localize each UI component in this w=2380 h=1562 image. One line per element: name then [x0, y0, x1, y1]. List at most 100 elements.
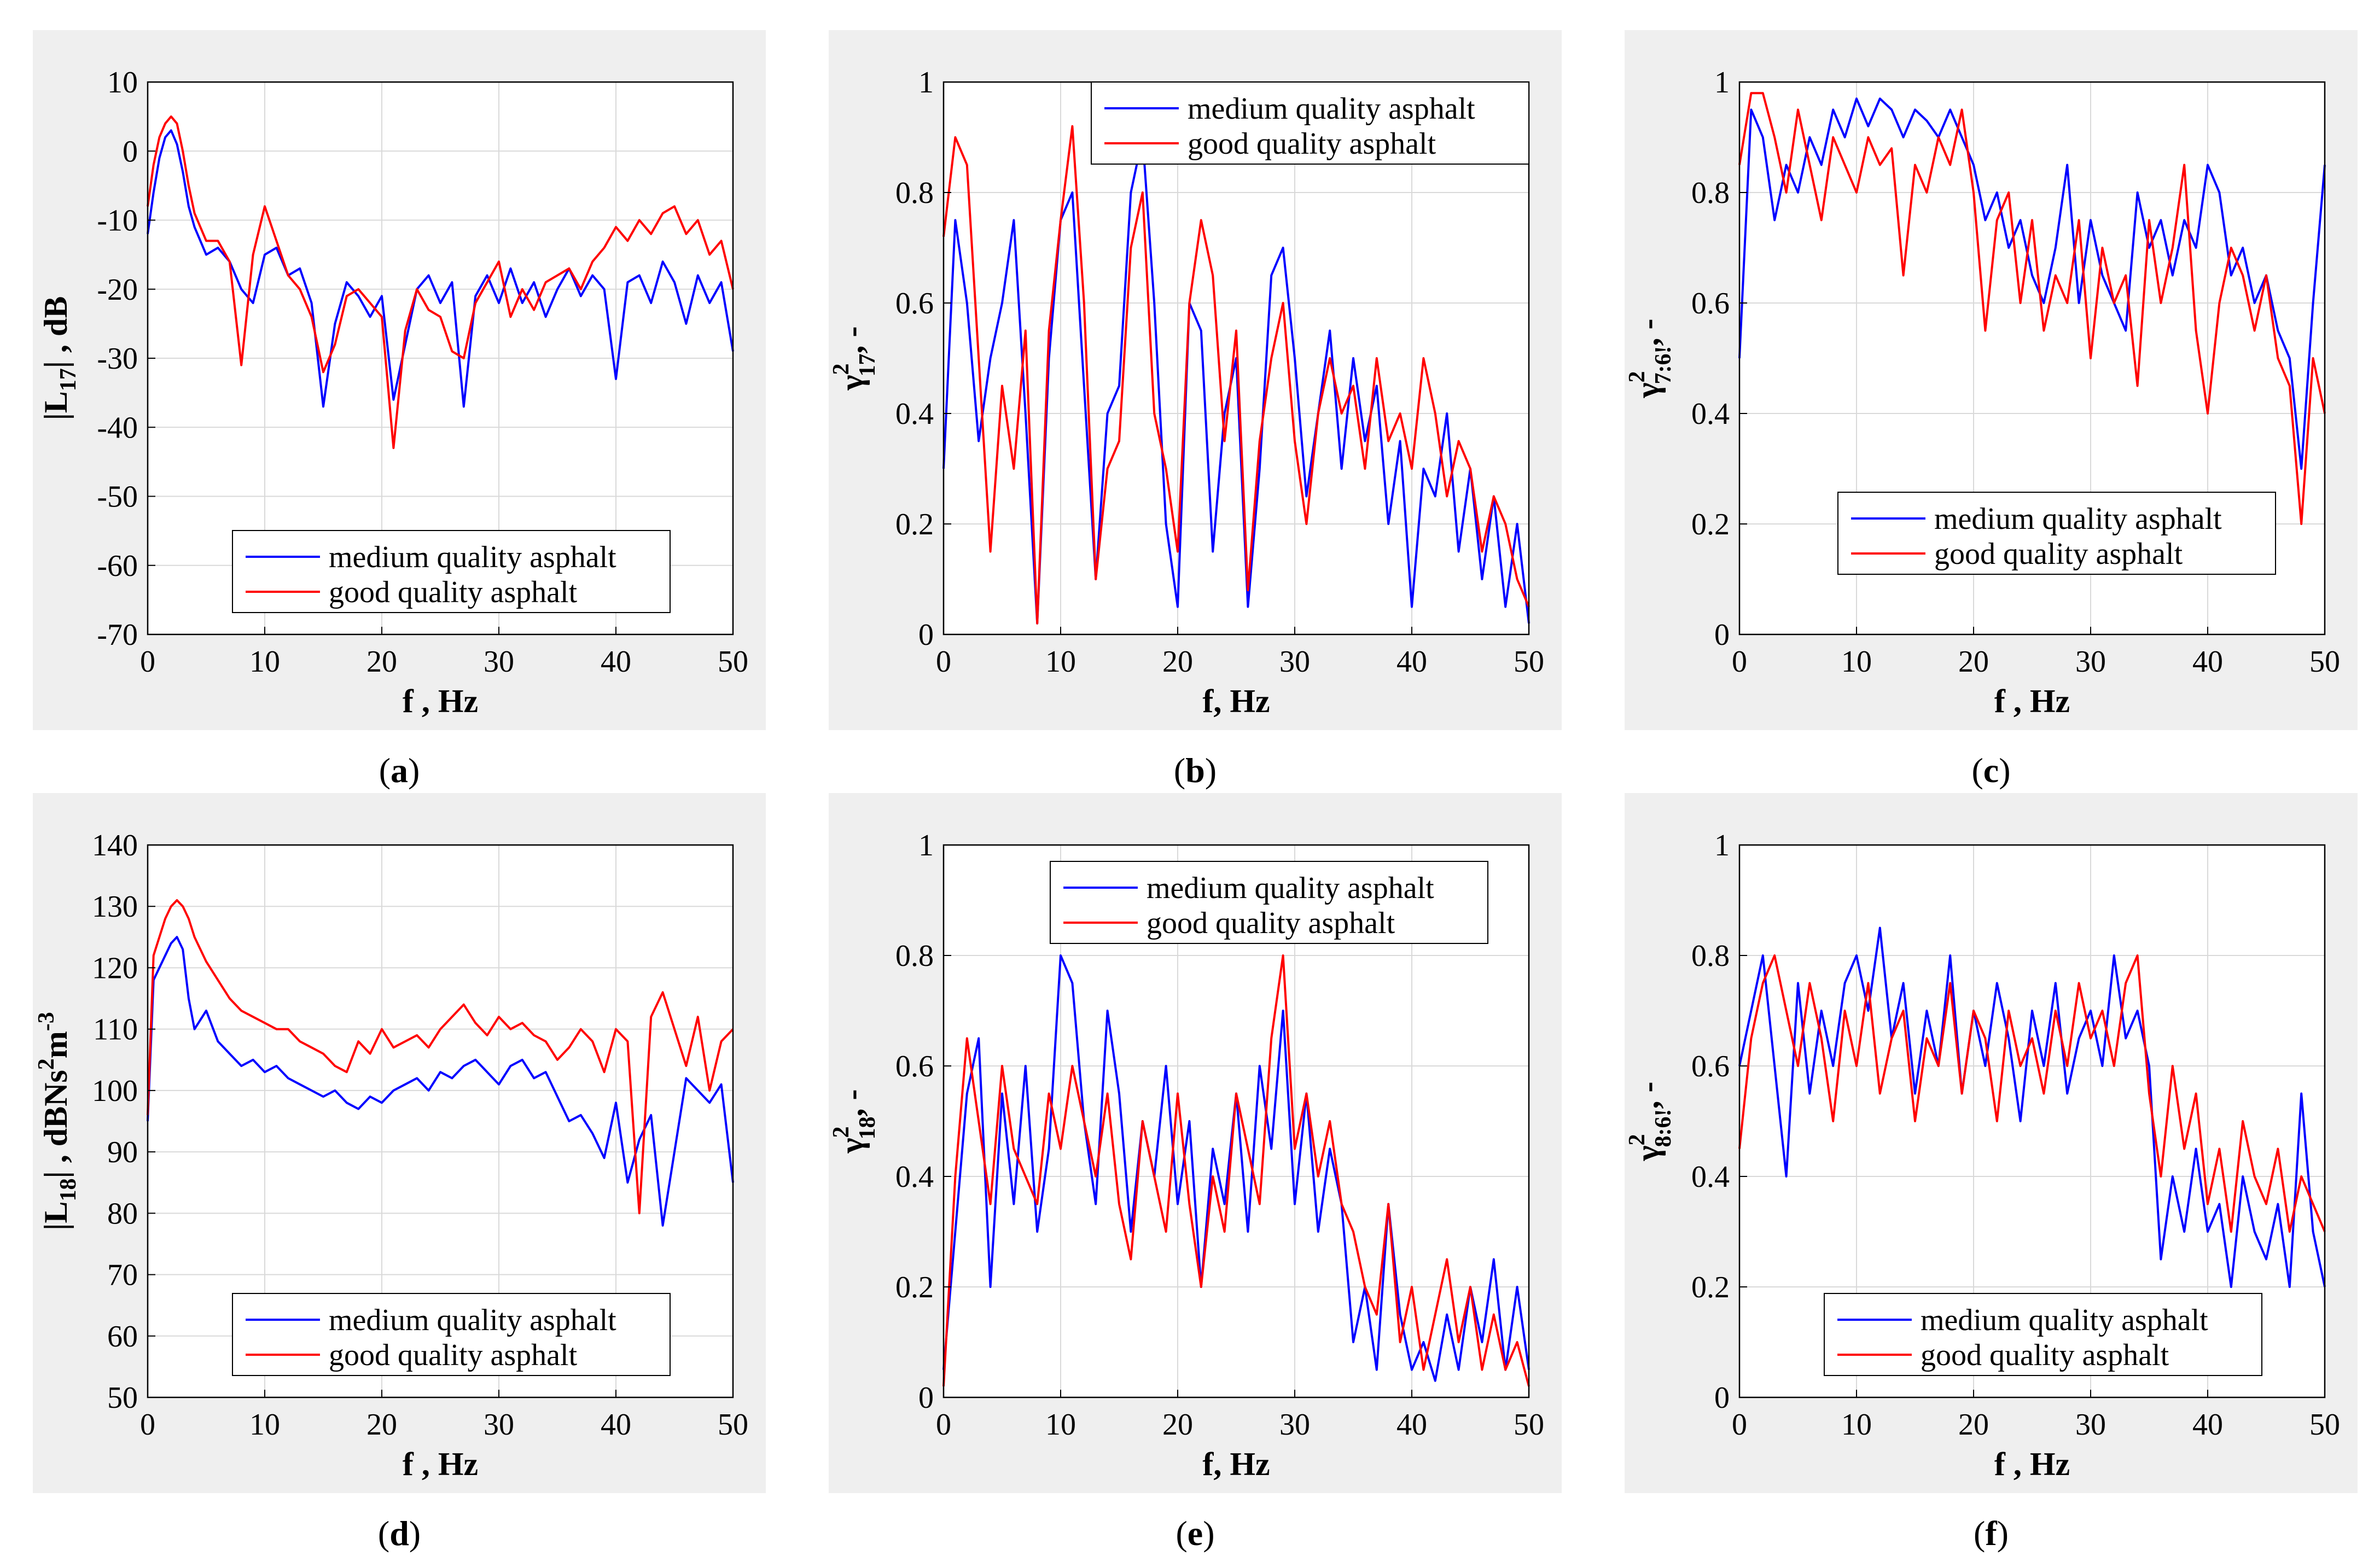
- y-tick-label: 0: [1714, 618, 1730, 652]
- caption-paren: (: [1176, 1514, 1187, 1553]
- x-tick-label: 20: [1958, 645, 1989, 679]
- x-tick-label: 10: [1841, 1408, 1872, 1442]
- y-axis-label: |L18| , dBNs2m-3: [34, 1012, 81, 1231]
- y-tick-label: 0.6: [1691, 1050, 1730, 1083]
- y-label-rest: | , dBNs: [38, 1070, 74, 1178]
- y-tick-label: 0: [123, 135, 138, 168]
- y-tick-label: 120: [92, 951, 138, 985]
- x-tick-label: 30: [2075, 645, 2106, 679]
- y-tick-label: 0.2: [1691, 508, 1730, 541]
- legend-box: [232, 530, 671, 613]
- x-tick-label: 0: [140, 645, 155, 679]
- y-tick-label: 0.4: [1691, 397, 1730, 431]
- y-tick-label: 0.6: [895, 287, 934, 320]
- y-tick-label: 0.2: [895, 1270, 934, 1304]
- y-tick-label: -70: [97, 618, 138, 652]
- y-tick-label: 50: [107, 1381, 138, 1415]
- x-tick-label: 40: [601, 1408, 631, 1442]
- y-label-main: γ: [834, 1138, 870, 1153]
- x-axis-label: f , Hz: [403, 1446, 478, 1482]
- x-tick-label: 40: [601, 645, 631, 679]
- panel-e: 0 10 20 30 40 50 0 0.2 0.4 0.6 0.8 1 f, Hz γ218, - med…: [829, 793, 1562, 1553]
- panel-b: 0 10 20 30 40 50 0 0.2 0.4 0.6 0.8 1 f, Hz γ217, - med…: [829, 30, 1562, 790]
- legend-label: medium quality asphalt: [1147, 871, 1434, 905]
- y-tick-label: -60: [97, 549, 138, 583]
- x-tick-label: 40: [2192, 645, 2223, 679]
- caption-paren: (: [379, 751, 391, 790]
- panel-d: 0 10 20 30 40 50 50 60 70 80 90 100 110 120 130 140 f , …: [33, 793, 766, 1553]
- x-tick-label: 50: [718, 1408, 748, 1442]
- x-tick-label: 10: [1841, 645, 1872, 679]
- y-tick-label: -30: [97, 342, 138, 376]
- y-label-main: γ: [1630, 382, 1666, 398]
- y-tick-label: 80: [107, 1197, 138, 1231]
- x-tick-label: 0: [936, 645, 951, 679]
- y-label-subscript: 8:6!: [1651, 1109, 1676, 1147]
- series-line-good: [147, 115, 734, 450]
- caption-paren: ): [408, 751, 420, 790]
- caption-paren: ): [409, 1514, 421, 1553]
- series-line-good: [942, 125, 1530, 625]
- legend-label: good quality asphalt: [329, 1338, 578, 1372]
- panel-caption: (e): [1176, 1514, 1214, 1553]
- axes-frame: [1738, 844, 2326, 1398]
- y-tick-label: 0.6: [1691, 287, 1730, 320]
- x-tick-label: 30: [1279, 645, 1310, 679]
- caption-letter: d: [389, 1514, 409, 1553]
- caption-paren: (: [378, 1514, 389, 1553]
- panel-f: 0 10 20 30 40 50 0 0.2 0.4 0.6 0.8 1 f , Hz γ28:6!, -…: [1625, 793, 2358, 1553]
- x-tick-label: 10: [249, 1408, 280, 1442]
- y-label-main: |L: [38, 391, 74, 420]
- x-tick-label: 10: [1045, 645, 1076, 679]
- x-tick-label: 30: [484, 1408, 514, 1442]
- legend-label: good quality asphalt: [329, 575, 578, 609]
- x-tick-label: 50: [718, 645, 748, 679]
- y-tick-label: 90: [107, 1135, 138, 1169]
- y-label-rest: , -: [1630, 318, 1666, 346]
- legend-label: good quality asphalt: [1934, 537, 2183, 571]
- y-label-rest: | , dB: [38, 296, 74, 369]
- legend-label: medium quality asphalt: [1921, 1303, 2208, 1337]
- caption-paren: (: [1974, 1514, 1985, 1553]
- y-tick-label: 0.4: [895, 397, 934, 431]
- y-label-subscript: 7:6!: [1651, 346, 1676, 384]
- legend-box: [232, 1293, 671, 1376]
- y-tick-label: 0.8: [895, 939, 934, 973]
- y-tick-label: 70: [107, 1258, 138, 1292]
- y-tick-label: 1: [918, 829, 934, 862]
- y-label-superscript: 2: [1625, 371, 1650, 382]
- panel-caption: (a): [379, 751, 420, 790]
- series-line-good: [1738, 92, 2326, 525]
- y-tick-label: -50: [97, 480, 138, 514]
- x-tick-label: 40: [2192, 1408, 2223, 1442]
- panel-caption: (c): [1971, 751, 2010, 790]
- x-axis-label: f , Hz: [403, 683, 478, 719]
- y-label-rest: , -: [834, 326, 870, 353]
- y-label-main: |L: [38, 1202, 74, 1231]
- y-tick-label: 140: [92, 829, 138, 862]
- x-tick-label: 20: [366, 1408, 397, 1442]
- y-label-main: γ: [834, 375, 870, 391]
- caption-paren: ): [1203, 1514, 1214, 1553]
- panel-a: 0 10 20 30 40 50 -70 -60 -50 -40 -30 -20 -10 0 10 f , H…: [33, 30, 766, 790]
- x-tick-label: 0: [936, 1408, 951, 1442]
- y-label-unit-sup: 2: [34, 1058, 59, 1070]
- series-line-good: [147, 899, 734, 1215]
- legend-label: good quality asphalt: [1921, 1338, 2169, 1372]
- panel-caption: (b): [1174, 751, 1217, 790]
- x-tick-label: 10: [1045, 1408, 1076, 1442]
- y-label-main: γ: [1630, 1145, 1666, 1161]
- x-tick-label: 20: [1162, 645, 1193, 679]
- legend-label: medium quality asphalt: [329, 540, 616, 574]
- x-tick-label: 0: [140, 1408, 155, 1442]
- legend-label: good quality asphalt: [1188, 127, 1436, 161]
- legend-box: [1091, 81, 1529, 165]
- panel-caption: (f): [1974, 1514, 2009, 1553]
- axes-frame: [942, 844, 1530, 1398]
- caption-paren: ): [1997, 1514, 2009, 1553]
- y-tick-label: 130: [92, 890, 138, 924]
- x-axis-label: f, Hz: [1202, 683, 1270, 719]
